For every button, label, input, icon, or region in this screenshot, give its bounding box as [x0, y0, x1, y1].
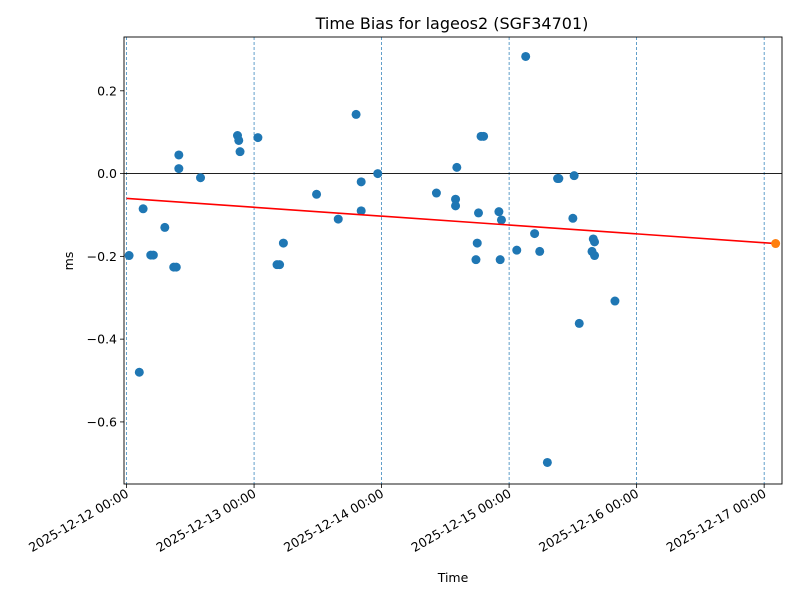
- data-point: [610, 296, 620, 306]
- data-point: [535, 246, 545, 256]
- data-point: [171, 262, 181, 272]
- y-tick-label: 0.2: [97, 83, 117, 98]
- data-point: [351, 109, 361, 119]
- trend-line: [126, 197, 776, 245]
- data-point: [234, 135, 244, 145]
- grid-layer: [126, 37, 765, 484]
- data-point: [451, 201, 461, 211]
- data-point: [333, 214, 343, 224]
- data-point: [278, 238, 288, 248]
- data-point: [148, 250, 158, 260]
- data-point: [134, 367, 144, 377]
- data-point: [472, 238, 482, 248]
- data-point: [160, 222, 170, 232]
- x-tick-label: 2025-12-12 00:00: [26, 486, 131, 555]
- data-point: [356, 177, 366, 187]
- data-point: [431, 188, 441, 198]
- y-tick-label: −0.4: [87, 332, 117, 347]
- data-point: [174, 150, 184, 160]
- points-layer: [124, 51, 620, 467]
- data-point: [138, 204, 148, 214]
- data-point: [312, 189, 322, 199]
- data-point: [356, 206, 366, 216]
- data-point: [275, 260, 285, 270]
- data-point: [568, 213, 578, 223]
- y-axis-label: ms: [61, 252, 76, 271]
- data-point: [542, 457, 552, 467]
- x-tick-label: 2025-12-15 00:00: [409, 486, 514, 555]
- x-tick-label: 2025-12-13 00:00: [154, 486, 259, 555]
- data-point: [174, 164, 184, 174]
- x-tick-label: 2025-12-16 00:00: [536, 486, 641, 555]
- chart-title: Time Bias for lageos2 (SGF34701): [315, 14, 589, 33]
- data-point: [530, 229, 540, 239]
- data-point: [521, 51, 531, 61]
- x-axis-ticks: 2025-12-12 00:00 2025-12-13 00:00 2025-12-…: [26, 484, 769, 555]
- prediction-point: [771, 239, 781, 249]
- data-point: [474, 208, 484, 218]
- data-point: [494, 207, 504, 217]
- plot-frame: [123, 36, 783, 485]
- x-tick-label: 2025-12-17 00:00: [664, 486, 769, 555]
- data-point: [590, 237, 600, 247]
- x-axis-label: Time: [437, 570, 469, 585]
- data-point: [512, 245, 522, 255]
- data-point: [574, 318, 584, 328]
- data-point: [471, 255, 481, 265]
- x-tick-label: 2025-12-14 00:00: [281, 486, 386, 555]
- data-point: [124, 251, 134, 261]
- data-point: [479, 131, 489, 141]
- data-point: [451, 194, 461, 204]
- y-tick-label: −0.2: [87, 249, 117, 264]
- data-point: [253, 133, 263, 143]
- data-point: [569, 171, 579, 181]
- data-point: [235, 147, 245, 157]
- data-point: [496, 215, 506, 225]
- data-point: [554, 174, 564, 184]
- y-tick-label: 0.0: [97, 166, 117, 181]
- data-point: [373, 169, 383, 179]
- data-point: [196, 173, 206, 183]
- data-point: [495, 255, 505, 265]
- data-point: [452, 162, 462, 172]
- data-point: [590, 251, 600, 261]
- y-tick-label: −0.6: [87, 414, 117, 429]
- y-axis-ticks: −0.6 −0.4 −0.2 0.0 0.2: [87, 83, 124, 429]
